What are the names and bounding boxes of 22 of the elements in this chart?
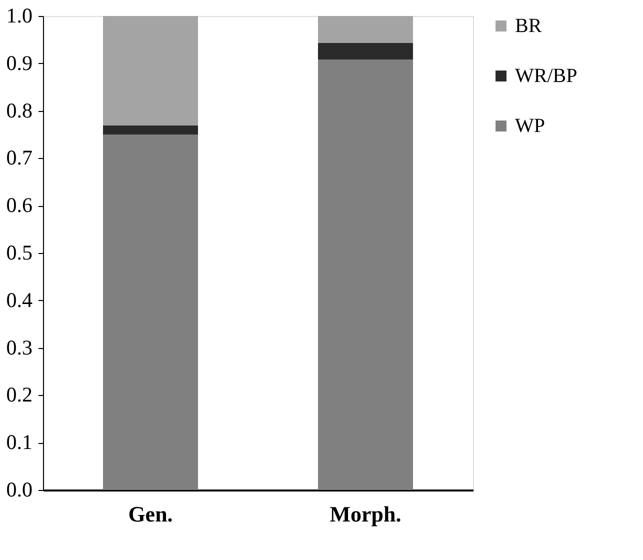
bar	[318, 43, 413, 60]
y-tick-label: 0.3	[6, 335, 32, 360]
x-tick-label: Morph.	[330, 502, 402, 526]
y-tick-label: 0.1	[6, 430, 32, 454]
bar	[103, 16, 198, 126]
y-tick-label: 0.4	[6, 288, 33, 312]
y-tick-label: 0.9	[6, 50, 32, 75]
legend-label: WR/BP	[515, 65, 578, 87]
legend-label: BR	[515, 15, 542, 37]
bar	[103, 125, 198, 134]
y-tick-label: 0.0	[6, 478, 32, 502]
y-tick-label: 0.7	[6, 146, 32, 170]
y-tick-label: 0.5	[6, 240, 32, 264]
bar	[103, 134, 198, 490]
y-tick-label: 0.6	[6, 193, 32, 218]
legend-label: WP	[515, 115, 545, 137]
x-tick-label: Gen.	[128, 502, 173, 526]
bar	[318, 60, 413, 490]
y-tick-label: 0.2	[6, 382, 32, 407]
y-tick-label: 1.0	[6, 4, 32, 28]
bar	[318, 16, 413, 44]
y-tick-label: 0.8	[6, 98, 32, 122]
